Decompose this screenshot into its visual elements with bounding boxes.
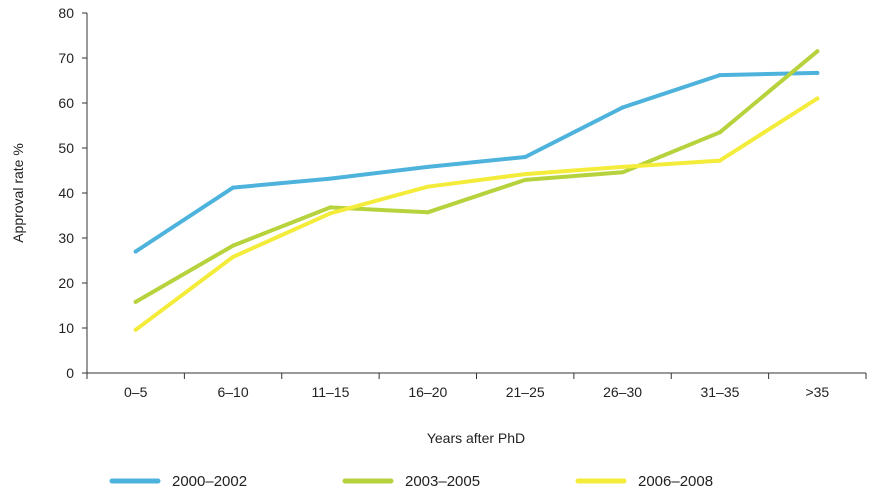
y-tick-label: 40	[58, 185, 74, 201]
data-point	[133, 249, 138, 254]
y-tick-label: 20	[58, 275, 74, 291]
legend-label-3: 2006–2008	[638, 473, 713, 490]
data-point	[231, 254, 236, 259]
data-point	[815, 70, 820, 75]
legend-label-2: 2003–2005	[405, 473, 480, 490]
x-axis-title: Years after PhD	[427, 430, 525, 446]
series-line-1	[133, 70, 820, 254]
data-point	[620, 170, 625, 175]
y-tick-label: 30	[58, 230, 74, 246]
x-tick-label: >35	[805, 384, 829, 400]
data-point	[523, 177, 528, 182]
x-tick-label: 21–25	[506, 384, 545, 400]
series-lines	[133, 49, 820, 332]
y-axis-title: Approval rate %	[10, 143, 26, 243]
data-point	[133, 327, 138, 332]
x-tick-label: 6–10	[217, 384, 248, 400]
data-point	[620, 105, 625, 110]
y-tick-label: 0	[66, 365, 74, 381]
x-axis: 0–5 6–10 11–15 16–20 21–25 26–30 31–35 >35	[86, 372, 867, 400]
y-tick-label: 60	[58, 95, 74, 111]
y-tick-label: 50	[58, 140, 74, 156]
data-point	[133, 299, 138, 304]
y-tick-label: 80	[58, 5, 74, 21]
x-tick-label: 31–35	[700, 384, 739, 400]
data-point	[717, 158, 722, 163]
legend-label-1: 2000–2002	[172, 473, 247, 490]
data-point	[328, 205, 333, 210]
data-point	[815, 96, 820, 101]
data-point	[620, 164, 625, 169]
data-point	[425, 184, 430, 189]
x-tick-label: 26–30	[603, 384, 642, 400]
data-point	[717, 73, 722, 78]
y-axis: 0 10 20 30 40 50 60 70 80	[58, 5, 88, 381]
x-tick-label: 11–15	[311, 384, 349, 400]
y-tick-label: 10	[58, 320, 74, 336]
data-point	[523, 155, 528, 159]
data-point	[231, 185, 236, 190]
legend: 2000–2002 2003–2005 2006–2008	[109, 473, 713, 490]
y-tick-label: 70	[58, 50, 74, 66]
data-point	[425, 210, 430, 215]
x-tick-label: 0–5	[124, 384, 148, 400]
data-point	[328, 176, 333, 181]
data-point	[523, 172, 528, 177]
series-line-2	[133, 49, 820, 304]
x-tick-label: 16–20	[408, 384, 447, 400]
data-point	[815, 49, 820, 54]
series-line-3	[133, 96, 820, 332]
data-point	[231, 243, 236, 248]
data-point	[425, 164, 430, 169]
data-point	[717, 130, 722, 135]
data-point	[328, 211, 333, 216]
